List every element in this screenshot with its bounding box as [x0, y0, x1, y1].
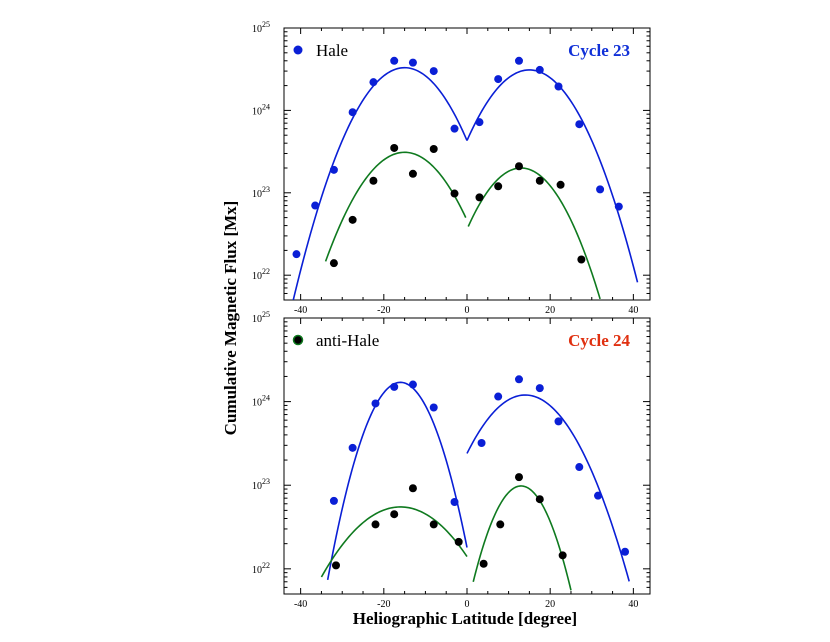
data-point: [429, 67, 438, 76]
x-axis-title: Heliographic Latitude [degree]: [353, 609, 577, 628]
data-point: [292, 250, 301, 259]
data-point: [535, 65, 544, 74]
fit-curve: [472, 485, 572, 591]
fit-curve: [466, 69, 639, 283]
data-point: [554, 417, 563, 426]
fit-curve: [324, 151, 467, 262]
chart-panel-top: -40 -20 0 20 40 1022 1023 1024 1025 Hale Cycle 23: [252, 20, 651, 316]
data-point: [477, 438, 486, 447]
data-point: [329, 496, 338, 505]
x-tick-label: -40: [294, 599, 307, 610]
data-point: [408, 58, 417, 67]
data-point: [369, 78, 378, 87]
data-point: [390, 510, 399, 519]
data-point: [329, 165, 338, 174]
data-point: [475, 118, 484, 127]
legend-label: anti-Hale: [316, 331, 379, 350]
data-point: [429, 145, 438, 154]
data-point: [494, 182, 503, 191]
x-tick-label: 0: [465, 599, 470, 610]
data-point: [514, 473, 523, 482]
data-point: [479, 559, 488, 568]
fit-curve: [466, 394, 630, 582]
fit-curve: [292, 66, 468, 300]
data-point: [494, 75, 503, 84]
data-point: [621, 547, 630, 556]
data-point: [371, 520, 380, 529]
x-tick-label: -40: [294, 305, 307, 316]
y-tick-label: 1022: [252, 561, 270, 576]
legend-marker: [293, 45, 303, 55]
fit-curve: [467, 167, 601, 300]
data-point: [348, 443, 357, 452]
fit-curve: [320, 506, 468, 578]
chart-panel-bottom: -40 -20 0 20 40 1022 1023 1024 1025 anti-Hale Cycl…: [252, 310, 651, 610]
data-point: [535, 176, 544, 185]
y-tick-label: 1022: [252, 267, 270, 282]
y-tick-label: 1024: [252, 394, 270, 409]
data-point: [556, 180, 565, 189]
data-point: [450, 497, 459, 506]
y-tick-label: 1023: [252, 477, 270, 492]
data-point: [575, 463, 584, 472]
y-tick-label: 1025: [252, 310, 270, 325]
data-point: [535, 384, 544, 393]
data-point: [329, 259, 338, 268]
y-tick-label: 1025: [252, 20, 270, 35]
data-point: [369, 176, 378, 185]
fit-curve: [326, 381, 468, 581]
data-point: [614, 202, 623, 211]
y-tick-label: 1024: [252, 102, 270, 117]
data-point: [371, 399, 380, 408]
data-point: [429, 520, 438, 529]
data-point: [348, 215, 357, 224]
x-tick-label: -20: [377, 305, 390, 316]
legend-label: Hale: [316, 41, 348, 60]
data-point: [348, 108, 357, 117]
plot-area: [292, 56, 639, 300]
x-tick-label: 20: [545, 305, 555, 316]
data-point: [494, 392, 503, 401]
data-point: [496, 520, 505, 529]
cycle-annotation: Cycle 24: [568, 331, 630, 350]
data-point: [596, 185, 605, 194]
data-point: [594, 491, 603, 500]
data-point: [514, 375, 523, 384]
data-point: [331, 561, 340, 570]
y-axis-title: Cumulative Magnetic Flux [Mx]: [221, 201, 240, 436]
data-point: [558, 551, 567, 560]
data-point: [429, 403, 438, 412]
data-point: [390, 382, 399, 391]
legend-marker: [292, 334, 304, 346]
data-point: [454, 537, 463, 546]
data-point: [450, 189, 459, 198]
y-tick-label: 1023: [252, 185, 270, 200]
data-point: [408, 169, 417, 178]
plot-area: [320, 375, 630, 591]
data-point: [514, 56, 523, 65]
data-point: [408, 380, 417, 389]
x-tick-label: 40: [628, 599, 638, 610]
data-point: [575, 120, 584, 129]
data-point: [475, 193, 484, 202]
data-point: [577, 255, 586, 264]
data-point: [311, 201, 320, 210]
data-point: [390, 56, 399, 65]
data-point: [554, 82, 563, 91]
cycle-annotation: Cycle 23: [568, 41, 630, 60]
x-tick-label: 20: [545, 599, 555, 610]
x-tick-label: 40: [628, 305, 638, 316]
data-point: [514, 162, 523, 171]
data-point: [408, 484, 417, 493]
x-tick-label: 0: [465, 305, 470, 316]
x-tick-label: -20: [377, 599, 390, 610]
plot-frame: [283, 27, 651, 301]
plot-frame: [283, 317, 651, 595]
data-point: [535, 495, 544, 504]
data-point: [450, 124, 459, 133]
data-point: [390, 143, 399, 152]
